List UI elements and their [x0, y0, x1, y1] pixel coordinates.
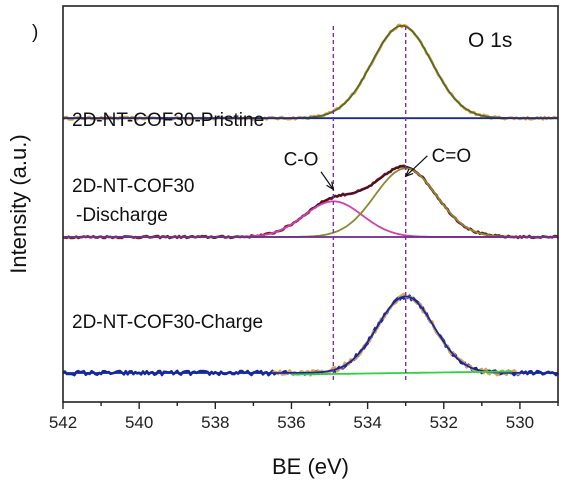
spectrum-panel-2	[62, 292, 560, 377]
spectrum-panel-0	[62, 23, 558, 121]
panel-label-text: 2D-NT-COF30	[72, 176, 194, 197]
curve-fit	[63, 295, 558, 374]
annotation-arrow	[320, 171, 334, 190]
x-tick-label: 538	[201, 413, 229, 432]
x-axis-title: BE (eV)	[272, 454, 349, 479]
curve-data	[62, 294, 560, 377]
spectrum-panel-1	[62, 164, 559, 240]
x-axis-ticks: 542 540 538 536 534 532 530	[49, 402, 559, 432]
x-tick-label: 534	[353, 413, 381, 432]
x-tick-label: 532	[430, 413, 458, 432]
peak-annotation: C=O	[432, 146, 472, 167]
annotation-arrow-head	[326, 181, 335, 191]
curve-background	[291, 370, 513, 376]
plot-area: 2D-NT-COF30-Pristine 2D-NT-COF30 -Discharg…	[62, 23, 560, 380]
plot-frame	[62, 5, 559, 403]
x-tick-label: 536	[277, 413, 305, 432]
panel-label-text: -Discharge	[76, 205, 168, 226]
panel-label-text: 2D-NT-COF30-Pristine	[72, 110, 264, 131]
peak-annotation: C-O	[284, 150, 319, 171]
chart-title: O 1s	[468, 29, 512, 52]
panel-label: )	[32, 22, 38, 43]
y-axis-title: Intensity (a.u.)	[6, 134, 31, 273]
x-tick-label: 542	[49, 413, 77, 432]
curve-data-overlay	[271, 292, 521, 377]
annotation-arrow	[405, 155, 428, 177]
panel-label-text: 2D-NT-COF30-Charge	[72, 312, 263, 333]
x-tick-label: 540	[125, 413, 153, 432]
annotation-arrow-head	[404, 168, 414, 178]
x-tick-label: 530	[506, 413, 534, 432]
